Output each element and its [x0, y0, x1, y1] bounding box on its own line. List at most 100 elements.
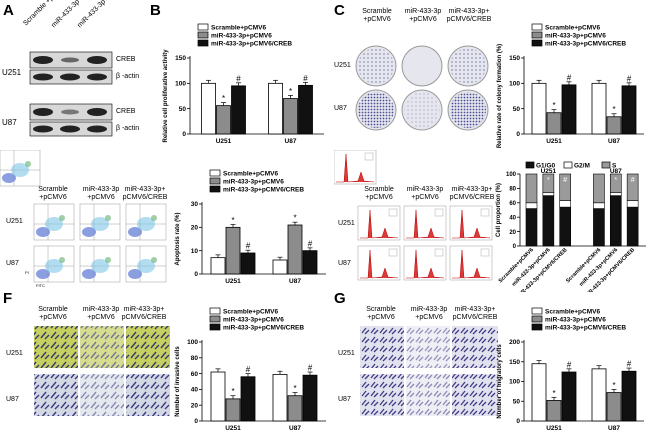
y-tick-label: 50 [513, 398, 521, 405]
x-tick-label: U251 [216, 138, 232, 145]
significance-mark: # [246, 365, 251, 374]
blot-images [29, 51, 113, 137]
y-tick-label: 40 [191, 387, 199, 394]
group-label: U87 [610, 168, 622, 175]
flow-col-header-2: miR-433-3p +pCMV6 [82, 186, 120, 201]
significance-mark: * [612, 381, 615, 390]
invasion-micrographs [34, 326, 170, 416]
bar-segment [542, 192, 555, 196]
legend-label: G1/G0 [536, 163, 556, 170]
bar [272, 373, 288, 422]
significance-mark: * [289, 87, 292, 96]
significance-mark: * [547, 177, 550, 184]
bar-segment [559, 200, 572, 208]
colony-row-u251: U251 [334, 62, 351, 69]
legend-label: Scramble+pCMV6 [545, 25, 600, 32]
y-tick-label: 80 [191, 355, 199, 362]
bar [606, 116, 622, 135]
y-tick-label: 100 [509, 379, 520, 386]
legend-swatch [209, 323, 221, 331]
y-axis-label: Cell proportion (%) [496, 183, 502, 237]
y-axis-label: Relative cell proliferative activity [163, 49, 169, 143]
migration-col-header-3: miR-433-3p+ pCMV6/CREB [452, 306, 498, 321]
western-blot-panel: Scramble +pCMV6 miR-433-3p +pCMV6 miR-43… [0, 0, 150, 150]
bar-segment [542, 173, 555, 194]
panel-label-b: B [150, 2, 161, 19]
bar [231, 85, 246, 135]
x-tick-label: U87 [285, 138, 297, 145]
bar [561, 84, 577, 135]
legend-swatch [525, 161, 535, 169]
invasion-row-u87: U87 [6, 396, 19, 403]
colony-dishes [355, 45, 489, 131]
significance-mark: # [631, 177, 635, 184]
y-axis-label: Number of migratory cells [497, 344, 503, 419]
y-tick-label: 20 [191, 225, 199, 232]
flow-col-header-1: Scramble +pCMV6 [38, 186, 68, 201]
migration-col-header-1: Scramble +pCMV6 [366, 306, 396, 321]
bar [531, 82, 547, 135]
legend-label: miR-433-3p+pCMV6 [223, 179, 284, 186]
flow-axis-fitc: FITC [36, 283, 45, 288]
legend-label: Scramble+pCMV6 [211, 25, 266, 32]
legend-label: Scramble+pCMV6 [223, 171, 278, 178]
y-axis-label: Number of invasive cells [175, 346, 181, 417]
bar-segment [525, 208, 538, 247]
bar [302, 374, 318, 422]
chart-e-cell-cycle: G1/G0 G2/M S 0 20 40 60 80 100 Cell proportion (%… [496, 161, 646, 292]
bar [606, 392, 622, 422]
blot-band-creb-u251: CREB [116, 56, 136, 63]
cycle-col-header-2: miR-433-3p +pCMV6 [406, 186, 444, 201]
bar [272, 259, 288, 275]
panel-label-g: G [334, 290, 346, 307]
legend-label: miR-433-3p+pCMV6 [223, 317, 284, 324]
migration-image-panel: Scramble +pCMV6 miR-433-3p +pCMV6 miR-43… [334, 290, 502, 437]
bar [240, 376, 256, 422]
y-tick-label: 20 [509, 230, 516, 236]
colony-col-header-3: miR-433-3p+ pCMV6/CREB [446, 8, 492, 23]
legend-swatch [531, 315, 543, 323]
y-tick-label: 100 [175, 81, 186, 88]
colony-col-header-1: Scramble +pCMV6 [362, 8, 392, 23]
significance-mark: # [567, 360, 572, 369]
significance-mark: * [612, 105, 615, 114]
significance-mark: * [552, 389, 555, 398]
y-tick-label: 100 [187, 339, 198, 346]
bar [591, 368, 607, 422]
group-label: U251 [541, 168, 557, 175]
y-tick-label: 0 [516, 418, 520, 425]
bar [216, 105, 231, 135]
bar-segment [609, 192, 622, 196]
legend-label: miR-433-3p+pCMV6 [211, 33, 272, 40]
x-tick-label: U251 [225, 425, 241, 432]
legend-swatch [531, 31, 543, 39]
legend-swatch [197, 23, 209, 31]
y-tick-label: 20 [191, 402, 199, 409]
colony-col-header-2: miR-433-3p +pCMV6 [404, 8, 442, 23]
bar-segment [559, 173, 572, 201]
x-tick-label: U251 [546, 425, 562, 432]
bar [591, 82, 607, 135]
y-tick-label: 0 [516, 131, 520, 138]
blot-row-u251: U251 [2, 68, 22, 77]
legend-label: G2/M [574, 163, 590, 170]
y-tick-label: 80 [509, 187, 516, 193]
panel-label-c: C [334, 2, 345, 19]
y-tick-label: 200 [509, 339, 520, 346]
legend-label: miR-433-3p+pCMV6/CREB [545, 325, 626, 332]
y-tick-label: 10 [191, 248, 199, 255]
bar [210, 257, 226, 275]
y-tick-label: 60 [191, 371, 199, 378]
bar [621, 85, 637, 135]
flow-col-header-3: miR-433-3p+ pCMV6/CREB [122, 186, 168, 201]
bar-segment [609, 195, 622, 247]
bar [287, 224, 303, 275]
cycle-col-header-1: Scramble +pCMV6 [364, 186, 394, 201]
cycle-row-u87: U87 [338, 260, 351, 267]
y-tick-label: 150 [509, 359, 520, 366]
bar-segment [525, 202, 538, 209]
blot-band-actin-u87: β -actin [116, 125, 140, 132]
y-tick-label: 0 [194, 418, 198, 425]
significance-mark: # [236, 74, 241, 83]
legend-swatch [531, 39, 543, 47]
